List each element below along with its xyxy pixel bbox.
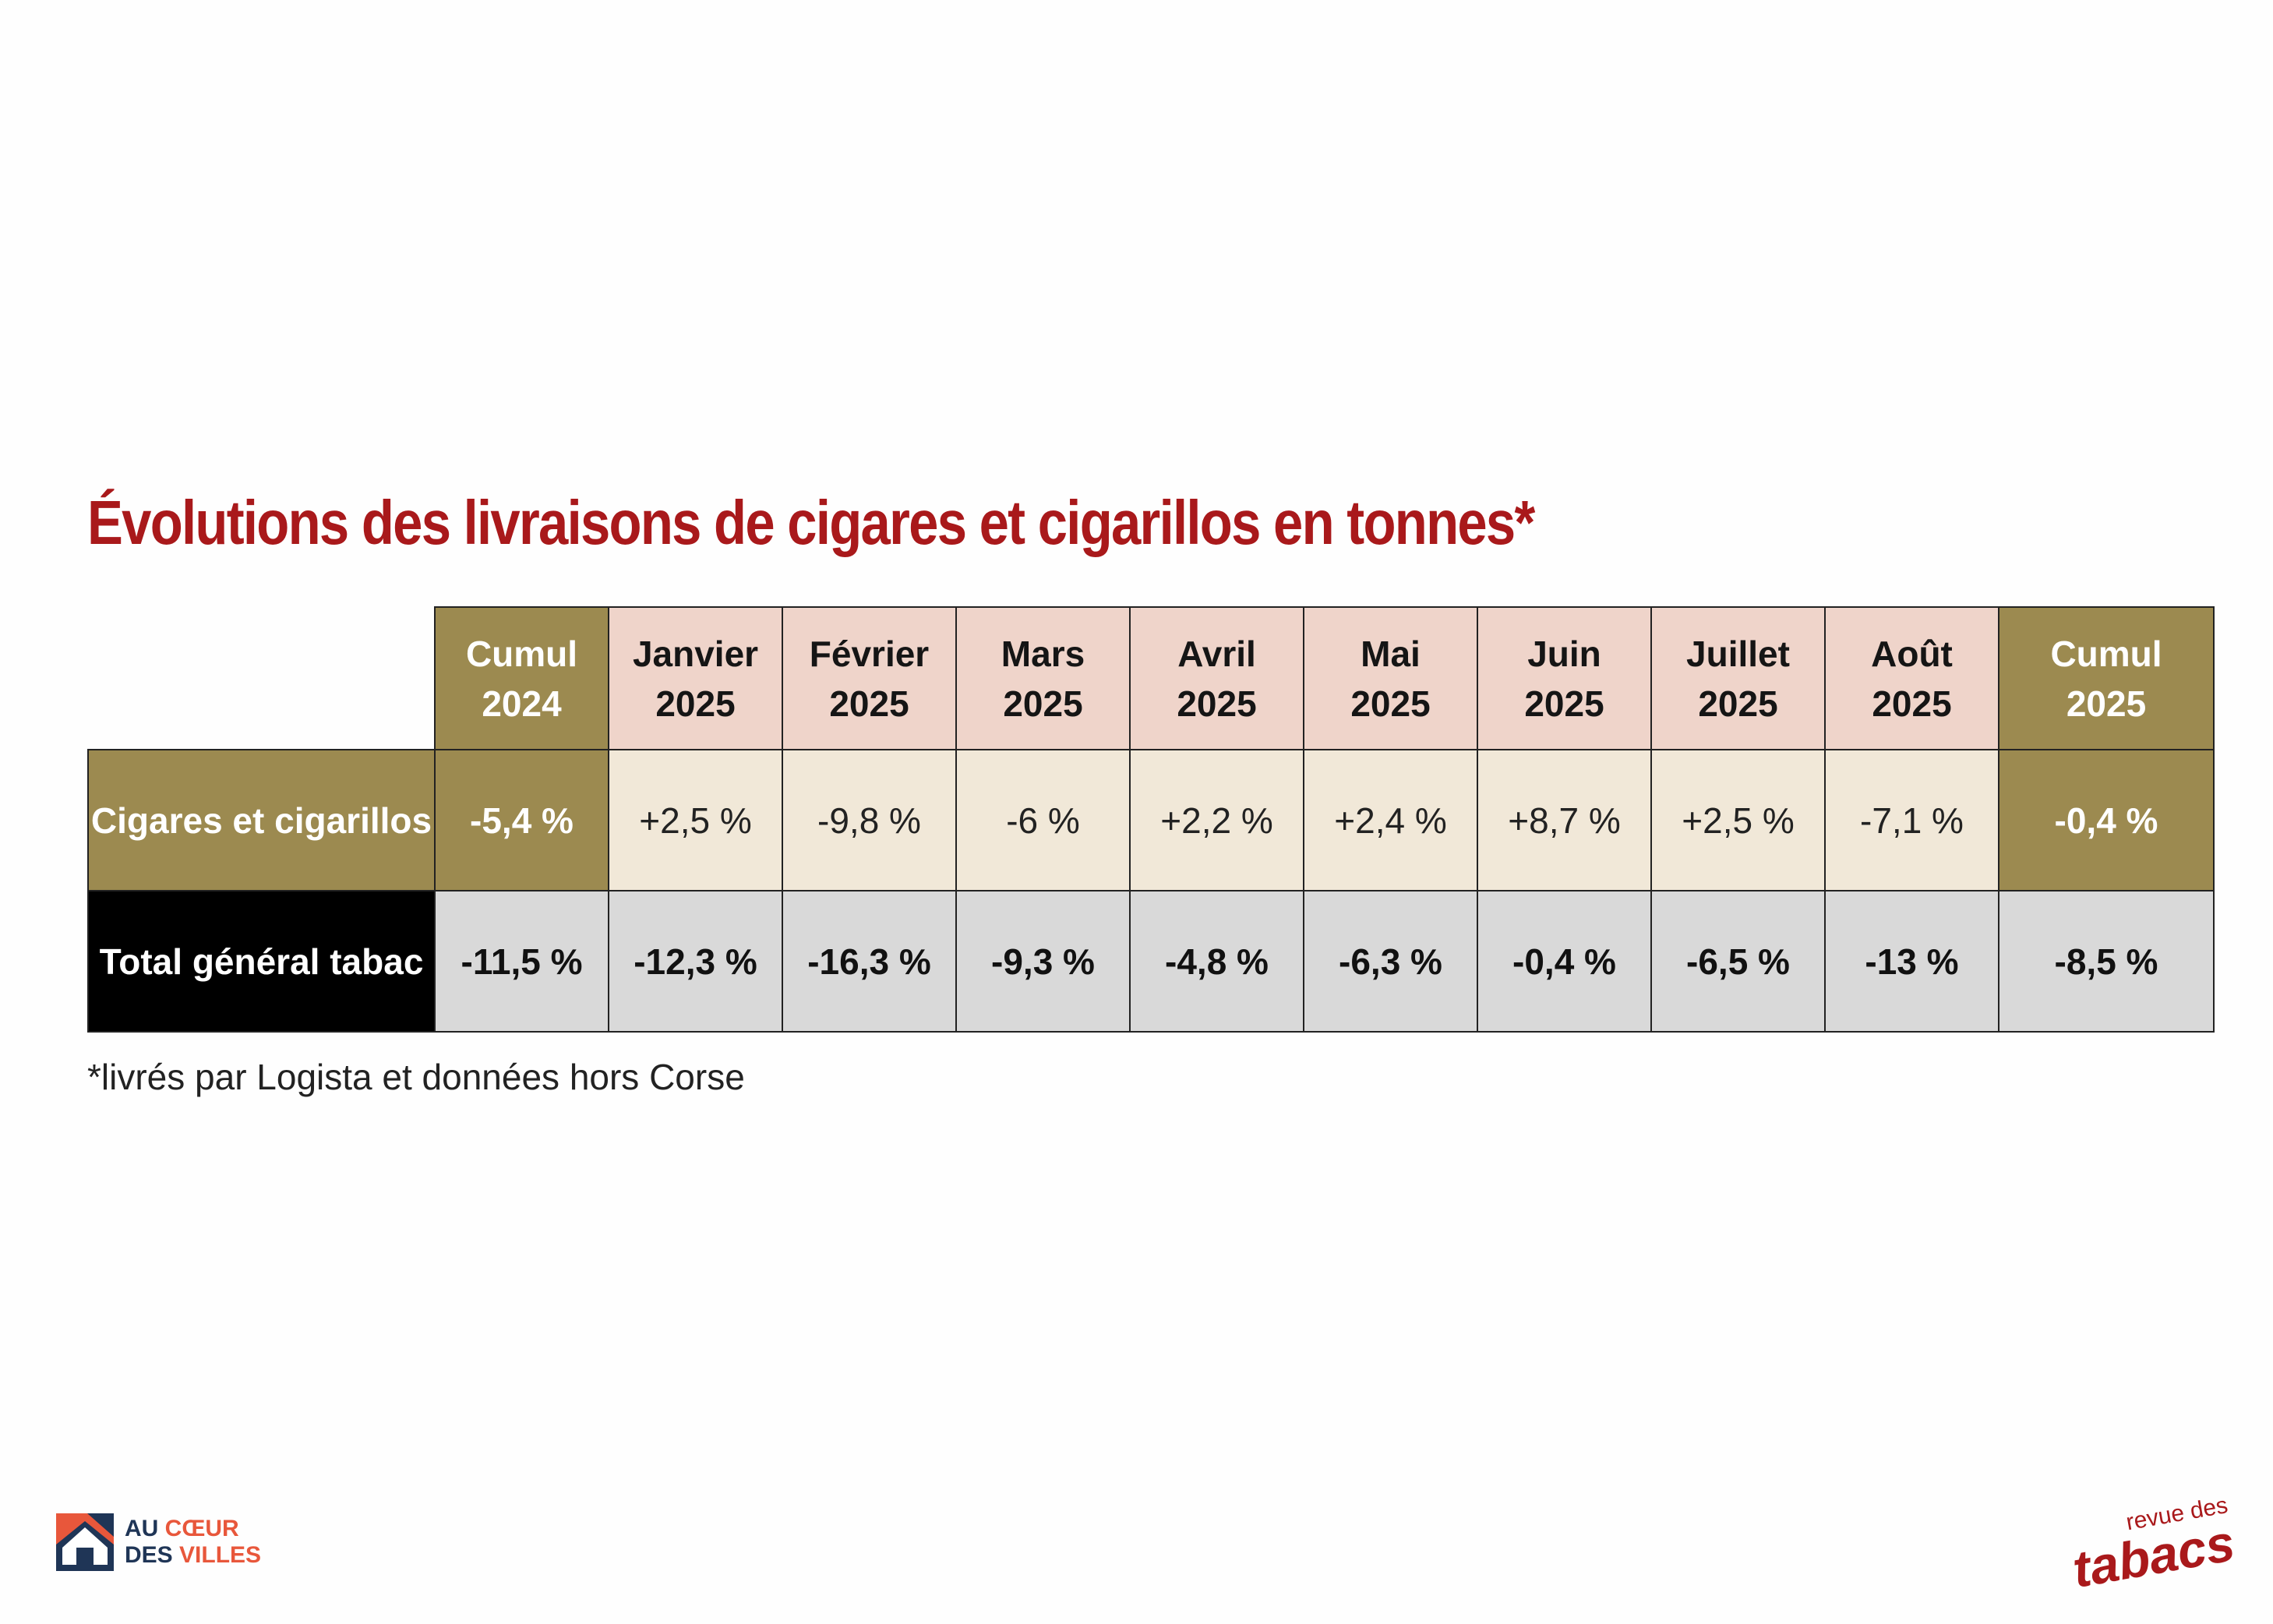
table-cell: -12,3 % xyxy=(608,890,783,1033)
header-mars-2025: Mars 2025 xyxy=(955,606,1131,750)
footnote: *livrés par Logista et données hors Cors… xyxy=(87,1057,745,1097)
logo-right-big: tabacs xyxy=(2068,1513,2239,1599)
table-row-total: Total général tabac -11,5 % -12,3 % -16,… xyxy=(87,890,2215,1033)
header-juin-2025: Juin 2025 xyxy=(1477,606,1652,750)
header-avril-2025: Avril 2025 xyxy=(1129,606,1304,750)
table-cell: -6,5 % xyxy=(1650,890,1826,1033)
revue-des-tabacs-logo: revue des tabacs xyxy=(2068,1492,2239,1598)
table-cell: -11,5 % xyxy=(434,890,609,1033)
table-cell: +2,2 % xyxy=(1129,749,1304,891)
table-cell: -9,8 % xyxy=(782,749,957,891)
header-fevrier-2025: Février 2025 xyxy=(782,606,957,750)
table-cell: -7,1 % xyxy=(1824,749,1999,891)
table-cell: -9,3 % xyxy=(955,890,1131,1033)
table-cell: -6,3 % xyxy=(1303,890,1478,1033)
table-cell: +2,4 % xyxy=(1303,749,1478,891)
table-cell: -0,4 % xyxy=(1477,890,1652,1033)
row-label: Total général tabac xyxy=(87,890,436,1033)
table-cell: -13 % xyxy=(1824,890,1999,1033)
house-icon xyxy=(56,1513,114,1571)
header-janvier-2025: Janvier 2025 xyxy=(608,606,783,750)
row-label: Cigares et cigarillos xyxy=(87,749,436,891)
table-cell: -4,8 % xyxy=(1129,890,1304,1033)
header-cumul-2024: Cumul 2024 xyxy=(434,606,609,750)
deliveries-table: Cumul 2024 Janvier 2025 Février 2025 Mars 20… xyxy=(87,606,2215,1033)
header-juillet-2025: Juillet 2025 xyxy=(1650,606,1826,750)
table-cell: -5,4 % xyxy=(434,749,609,891)
table-cell: -16,3 % xyxy=(782,890,957,1033)
header-corner xyxy=(88,607,435,750)
table-cell: -0,4 % xyxy=(1998,749,2215,891)
header-cumul-2025: Cumul 2025 xyxy=(1998,606,2215,750)
page-title: Évolutions des livraisons de cigares et … xyxy=(87,488,1535,557)
table-cell: -8,5 % xyxy=(1998,890,2215,1033)
header-row: Cumul 2024 Janvier 2025 Février 2025 Mars 20… xyxy=(88,606,2215,750)
table-cell: +8,7 % xyxy=(1477,749,1652,891)
au-coeur-des-villes-logo: AU CŒUR DES VILLES xyxy=(56,1512,261,1573)
table-cell: -6 % xyxy=(955,749,1131,891)
header-aout-2025: Août 2025 xyxy=(1824,606,1999,750)
logo-left-text: AU CŒUR DES VILLES xyxy=(125,1516,262,1568)
table-cell: +2,5 % xyxy=(608,749,783,891)
table-row-cigares: Cigares et cigarillos -5,4 % +2,5 % -9,8… xyxy=(87,749,2215,891)
table-cell: +2,5 % xyxy=(1650,749,1826,891)
header-mai-2025: Mai 2025 xyxy=(1303,606,1478,750)
